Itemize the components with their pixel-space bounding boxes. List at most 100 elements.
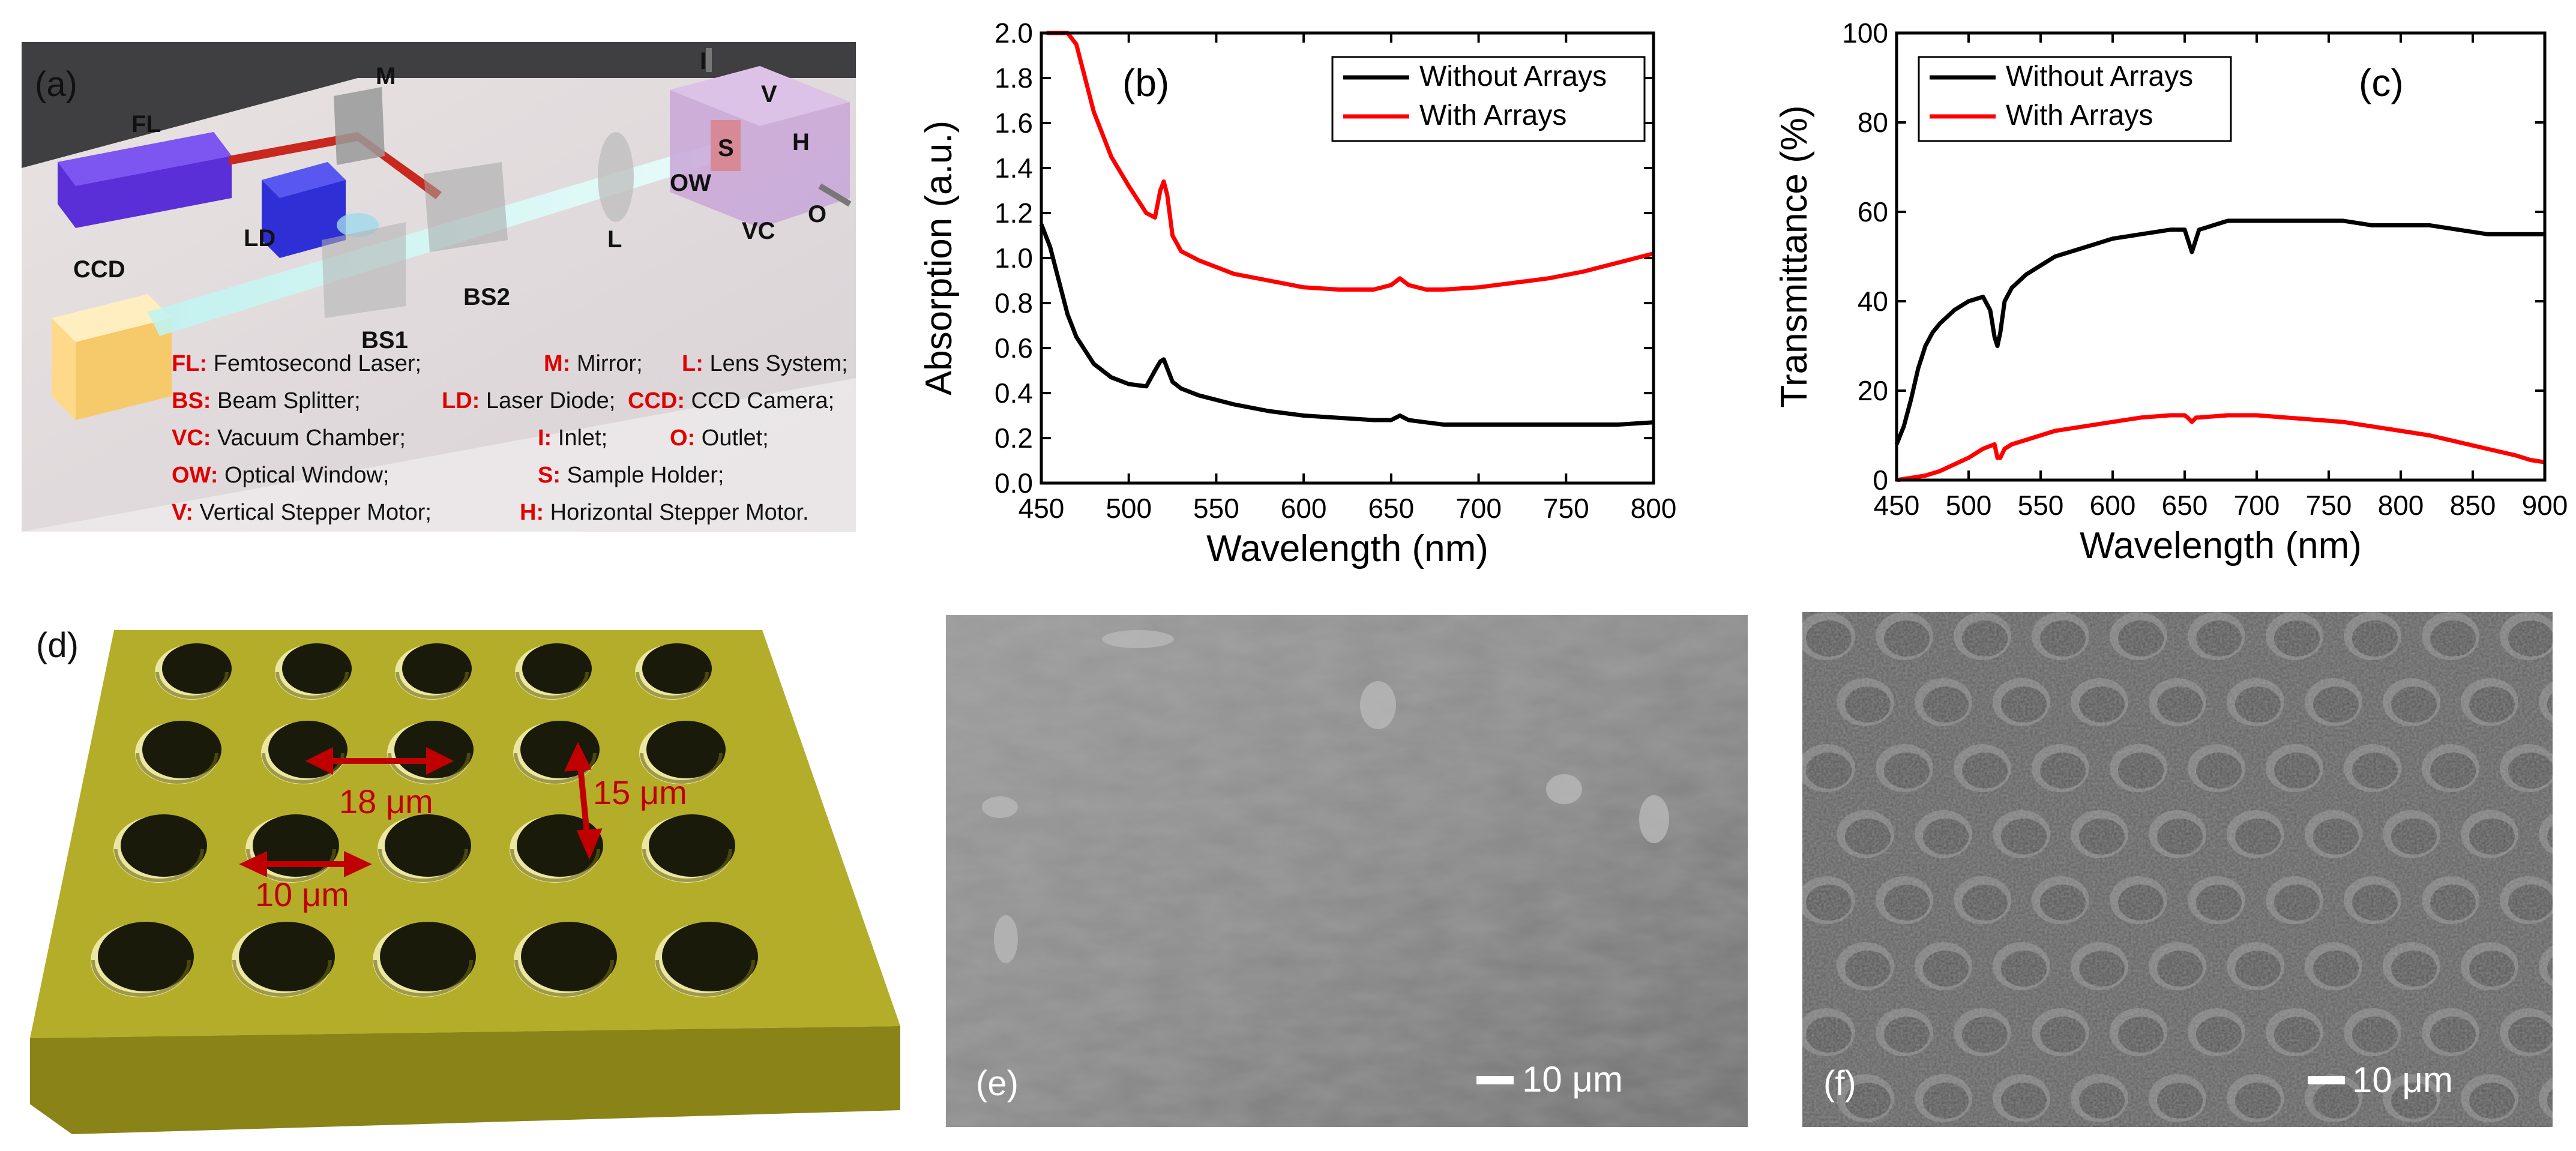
legend-entry: OW: Optical Window; — [172, 463, 390, 488]
beam-splitter-1 — [322, 222, 406, 318]
dimension-arrows — [239, 742, 603, 877]
panel-f-sem-image: 10 μm (f) — [1798, 612, 2576, 1127]
setup-legend: FL: Femtosecond Laser; M: Mirror; L: Lens … — [172, 351, 848, 525]
label-l: L — [607, 226, 622, 253]
laser-diode — [262, 162, 379, 258]
x-tick-label: 500 — [1946, 490, 1992, 521]
series-line — [1039, 223, 1654, 427]
legend-entry: S: Sample Holder; — [538, 463, 724, 488]
y-tick-label: 0.4 — [995, 377, 1033, 409]
label-i: I — [700, 48, 706, 74]
legend-entry: CCD: CCD Camera; — [628, 388, 834, 413]
dim-18um: 18 μm — [339, 783, 433, 820]
dim-15um: 15 μm — [593, 774, 687, 811]
y-tick-label: 0.0 — [995, 467, 1033, 499]
x-axis-label: Wavelength (nm) — [2080, 525, 2362, 566]
dim-10um: 10 μm — [255, 876, 349, 913]
x-axis-label: Wavelength (nm) — [1206, 528, 1488, 569]
y-tick-label: 0.8 — [995, 287, 1033, 319]
legend-box — [1918, 56, 2232, 142]
y-axis-label: Transmittance (%) — [1774, 105, 1815, 407]
panel-a-label: (a) — [35, 65, 77, 104]
y-tick-label: 1.2 — [995, 197, 1033, 229]
hole — [395, 643, 472, 700]
x-tick-label: 900 — [2522, 490, 2568, 521]
femtosecond-laser — [58, 132, 232, 228]
y-tick-label: 20 — [1858, 375, 1888, 406]
setup-illustration: M FL I V S H OW O VC LD L CCD BS2 BS1 (a… — [22, 42, 856, 532]
panel-d-array-schematic: 18 μm 15 μm 10 μm (d) — [18, 606, 918, 1134]
y-axis-label: Absorption (a.u.) — [918, 121, 960, 395]
y-tick-label: 0.6 — [995, 332, 1033, 364]
y-tick-label: 0 — [1873, 464, 1888, 496]
x-tick-label: 800 — [2378, 490, 2424, 521]
y-tick-label: 80 — [1858, 107, 1888, 138]
hole — [91, 922, 194, 997]
panel-a-setup: M FL I V S H OW O VC LD L CCD BS2 BS1 (a… — [22, 42, 856, 532]
legend-entry: LD: Laser Diode; — [442, 388, 615, 413]
y-tick-label: 0.2 — [995, 422, 1033, 454]
x-tick-label: 450 — [1874, 490, 1920, 521]
hole — [515, 643, 592, 700]
panel-d-label: (d) — [36, 626, 79, 665]
x-tick-label: 550 — [1193, 493, 1239, 524]
y-tick-label: 1.8 — [995, 62, 1033, 94]
label-ccd: CCD — [73, 256, 125, 283]
label-s: S — [718, 135, 734, 161]
y-tick-label: 1.4 — [995, 152, 1033, 184]
block-front — [30, 1026, 900, 1134]
label-bs2: BS2 — [463, 284, 510, 310]
mirror — [334, 87, 385, 165]
label-o: O — [808, 201, 826, 227]
y-tick-label: 100 — [1842, 17, 1888, 49]
label-v: V — [761, 81, 777, 107]
pump-beam — [229, 132, 442, 199]
y-tick-label: 1.6 — [995, 107, 1033, 139]
legend-box — [1331, 56, 1646, 142]
hole — [232, 922, 335, 997]
panel-f-label: (f) — [1823, 1064, 1856, 1103]
series-line — [1046, 31, 1654, 292]
label-ld: LD — [244, 225, 275, 251]
beam-splitter-2 — [424, 162, 508, 252]
legend-label: Without Arrays — [2006, 61, 2193, 92]
legend-entry: I: Inlet; — [538, 425, 607, 451]
panel-c-transmittance-chart: 450 500 550 600 650 700 750 800 850 900 0 20 40 60 80 1… — [1753, 0, 2576, 588]
legend-label: Without Arrays — [1419, 61, 1607, 92]
panel-e-scale-label: 10 μm — [1522, 1059, 1623, 1099]
hole — [514, 922, 617, 997]
hole — [135, 721, 221, 784]
legend-entry: VC: Vacuum Chamber; — [172, 425, 406, 451]
legend-entry: O: Outlet; — [670, 425, 769, 451]
legend-entry: BS: Beam Splitter; — [172, 388, 361, 413]
x-tick-label: 450 — [1019, 493, 1065, 524]
panel-e-sem-image: 10 μm (e) — [946, 615, 1748, 1127]
legend-label: With Arrays — [2006, 100, 2153, 131]
vacuum-chamber — [670, 48, 852, 228]
label-m: M — [376, 63, 396, 89]
series-line — [1896, 413, 2545, 482]
hole — [642, 814, 735, 883]
y-tick-label: 2.0 — [995, 17, 1033, 49]
legend-label: With Arrays — [1419, 100, 1566, 131]
x-tick-label: 700 — [1455, 493, 1502, 524]
legend-entry: L: Lens System; — [682, 351, 848, 376]
scale-bar — [2308, 1076, 2345, 1084]
x-tick-label: 600 — [1281, 493, 1327, 524]
x-tick-label: 650 — [2162, 490, 2208, 521]
label-bs1: BS1 — [361, 327, 408, 353]
hole — [639, 721, 726, 784]
transmittance-chart: 450 500 550 600 650 700 750 800 850 900 0 20 40 60 80 1… — [1774, 17, 2568, 566]
panel-label: (b) — [1122, 61, 1169, 104]
hole — [155, 643, 232, 700]
x-tick-label: 750 — [1543, 493, 1589, 524]
plot-frame — [1895, 31, 2547, 482]
panel-e-label: (e) — [976, 1064, 1019, 1103]
label-vc: VC — [742, 218, 775, 244]
x-tick-label: 700 — [2234, 490, 2280, 521]
panel-f-scale-label: 10 μm — [2352, 1060, 2453, 1100]
absorption-chart: 450 500 550 600 650 700 750 800 0.0 0.2 0.4 0.6 0.8 1… — [918, 17, 1676, 569]
hole — [373, 922, 476, 997]
hole-array-illustration: 18 μm 15 μm 10 μm (d) — [30, 626, 900, 1134]
hole — [275, 643, 352, 700]
